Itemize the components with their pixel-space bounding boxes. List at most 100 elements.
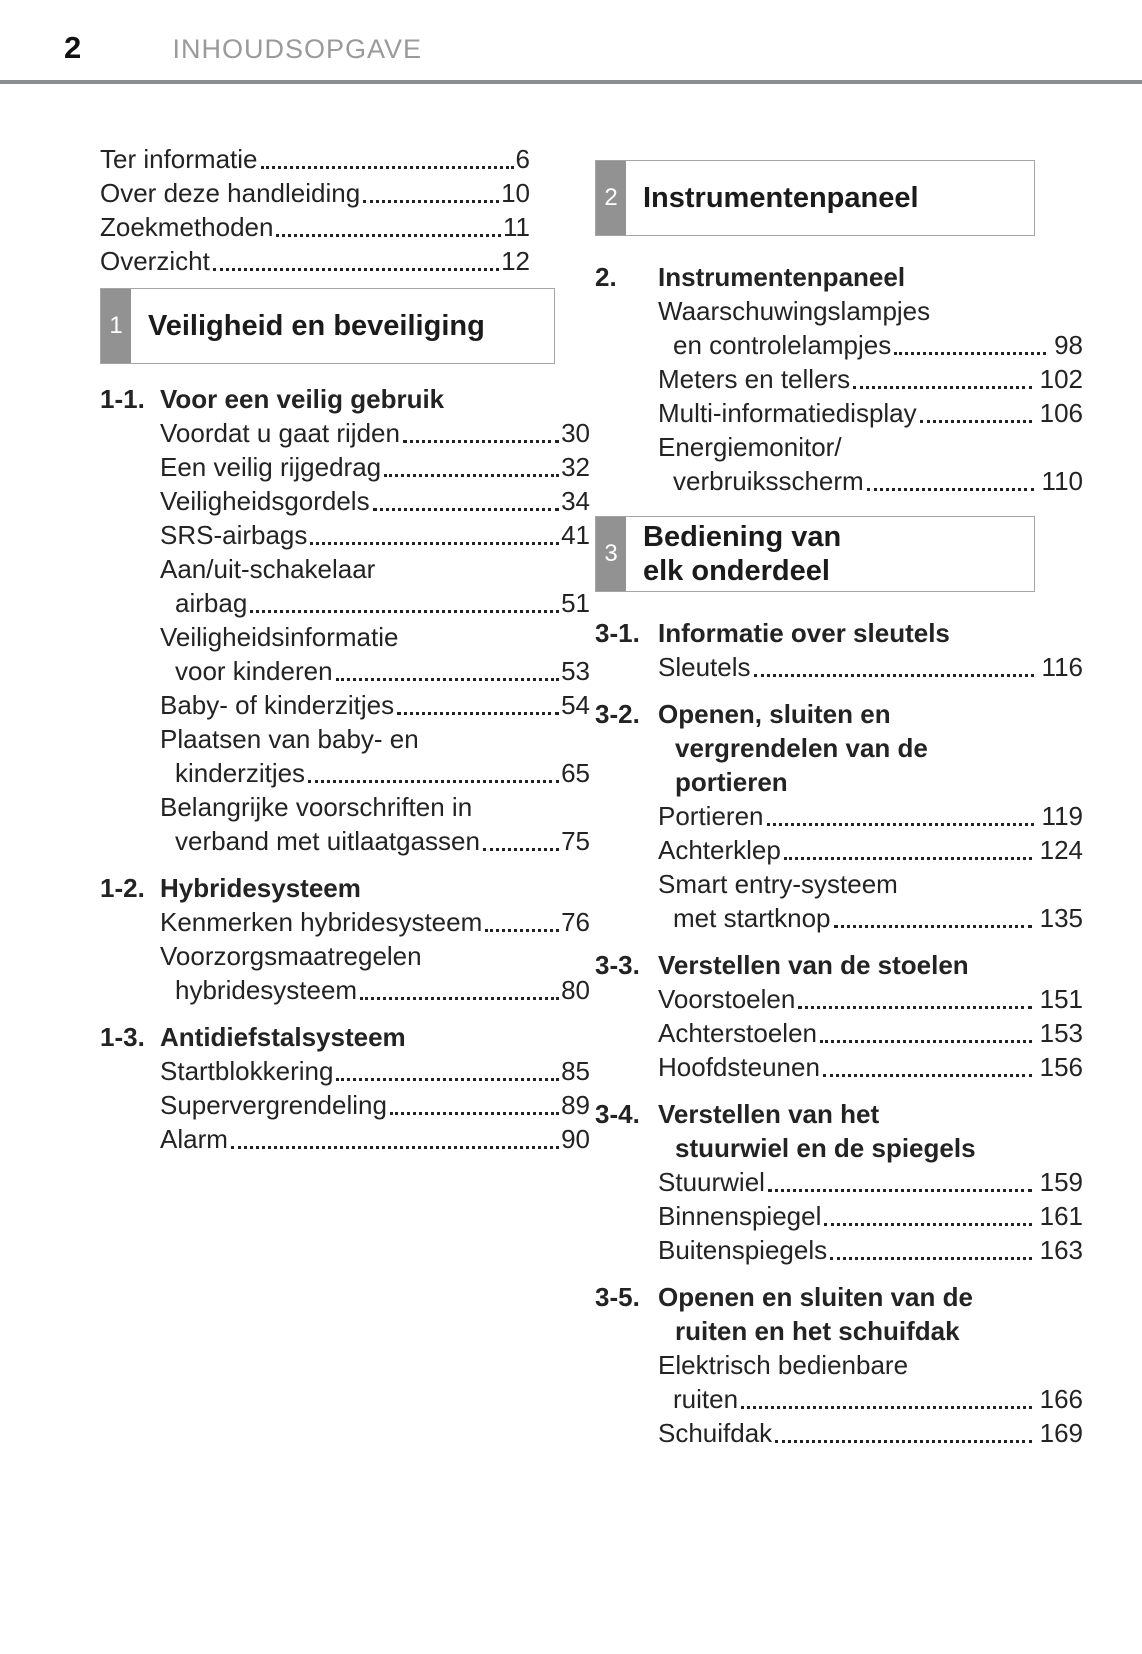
- toc-item-line: Ter informatie 6: [100, 142, 530, 176]
- group-title: Openen en sluiten van de ruiten en het sc…: [658, 1280, 1035, 1348]
- dot-leader: [798, 1006, 1032, 1009]
- group-id: 3-1.: [595, 618, 640, 648]
- toc-item: Smart entry-systeem met startknop 135: [658, 867, 1083, 935]
- toc-item-line: Stuurwiel 159: [658, 1165, 1083, 1199]
- toc-item: Zoekmethoden 11: [100, 210, 555, 244]
- toc-item: Veiligheidsgordels 34: [160, 484, 590, 518]
- dot-leader: [853, 386, 1032, 389]
- page-number: 163: [1039, 1235, 1083, 1265]
- page-number: 80: [561, 975, 590, 1005]
- dot-leader: [830, 1257, 1032, 1260]
- chapter-title: Bediening van elk onderdeel: [626, 517, 1034, 591]
- toc-item-label: Waarschuwingslampjes: [658, 296, 931, 326]
- toc-group: 1-3. Antidiefstalsysteem Startblokkering 85…: [100, 1020, 590, 1156]
- toc-item-label: Elektrisch bedienbare: [658, 1350, 909, 1380]
- toc-item-label: Alarm: [160, 1124, 228, 1154]
- toc-item-line: Achterstoelen 153: [658, 1016, 1083, 1050]
- toc-item-label: Zoekmethoden: [100, 212, 274, 242]
- dot-leader: [822, 1074, 1032, 1077]
- group-items: Portieren 119 Achterklep 124 Smart entry-sys…: [658, 799, 1083, 935]
- dot-leader: [783, 857, 1032, 860]
- toc-item: SRS-airbags 41: [160, 518, 590, 552]
- dot-leader: [212, 268, 500, 271]
- left-sections: 1 Veiligheid en beveiliging 1-1. Voor een v…: [100, 288, 590, 1156]
- toc-item-label: airbag: [175, 588, 248, 618]
- toc-item-label: Smart entry-systeem: [658, 869, 898, 899]
- toc-item-line: Over deze handleiding 10: [100, 176, 530, 210]
- group-items: Sleutels 116: [658, 650, 1083, 684]
- toc-item-line: Meters en tellers 102: [658, 362, 1083, 396]
- dot-leader: [894, 352, 1047, 355]
- chapter-title-line: Bediening van: [643, 521, 842, 553]
- toc-item: Sleutels 116: [658, 650, 1083, 684]
- dot-leader: [866, 488, 1034, 491]
- toc-item-line: Portieren 119: [658, 799, 1083, 833]
- toc-item-label: Schuifdak: [658, 1418, 773, 1448]
- group-title: Verstellen van het stuurwiel en de spiege…: [658, 1097, 1035, 1165]
- chapter-number: 2: [596, 161, 626, 235]
- group-title: Voor een veilig gebruik: [160, 382, 555, 416]
- toc-item-line: Sleutels 116: [658, 650, 1083, 684]
- toc-item-line: airbag 51: [160, 586, 590, 620]
- group-title-line: Openen, sluiten en: [658, 699, 891, 729]
- right-sections: 2 Instrumentenpaneel 2. Instrumentenpaneel W…: [595, 160, 1083, 1450]
- toc-columns: Ter informatie 6 Over deze handleiding 10 Zo…: [0, 84, 1142, 1450]
- group-id: 3-3.: [595, 950, 640, 980]
- page-number: 12: [501, 246, 530, 276]
- group-items: Elektrisch bedienbare ruiten 166 Schuifdak 1…: [658, 1348, 1083, 1450]
- dot-leader: [360, 997, 560, 1000]
- group-title-line: Verstellen van het: [658, 1099, 880, 1129]
- group-title-line: Openen en sluiten van de: [658, 1282, 973, 1312]
- toc-item-line: Voorstoelen 151: [658, 982, 1083, 1016]
- group-items: Waarschuwingslampjes en controlelampjes 98…: [658, 294, 1083, 498]
- toc-group: 3-4. Verstellen van het stuurwiel en de sp…: [595, 1097, 1083, 1267]
- toc-item-label: Voordat u gaat rijden: [160, 418, 400, 448]
- toc-item-label: Supervergrendeling: [160, 1090, 387, 1120]
- toc-item: Alarm 90: [160, 1122, 590, 1156]
- page-number: 110: [1041, 466, 1083, 496]
- toc-item: Over deze handleiding 10: [100, 176, 555, 210]
- toc-item: Aan/uit-schakelaar airbag 51: [160, 552, 590, 620]
- toc-item: Energiemonitor/verbruiksscherm 110: [658, 430, 1083, 498]
- page-number: 32: [561, 452, 590, 482]
- page-number: 102: [1039, 364, 1083, 394]
- toc-item: Hoofdsteunen 156: [658, 1050, 1083, 1084]
- toc-item-line: Schuifdak 169: [658, 1416, 1083, 1450]
- chapter-title: Veiligheid en beveiliging: [131, 289, 554, 363]
- dot-leader: [230, 1146, 560, 1149]
- group-title: Hybridesysteem: [160, 871, 555, 905]
- toc-item-label: kinderzitjes: [175, 758, 306, 788]
- page-number: 75: [561, 826, 590, 856]
- page-number: 41: [561, 520, 590, 550]
- group-id: 1-3.: [100, 1022, 145, 1052]
- group-id: 1-2.: [100, 873, 145, 903]
- chapter-title-line: elk onderdeel: [643, 555, 830, 587]
- toc-item: Stuurwiel 159: [658, 1165, 1083, 1199]
- page-number: 153: [1039, 1018, 1083, 1048]
- group-items: Stuurwiel 159 Binnenspiegel 161 Buitenspiege…: [658, 1165, 1083, 1267]
- toc-section: 2 Instrumentenpaneel 2. Instrumentenpaneel W…: [595, 160, 1083, 498]
- toc-group-heading: 3-1. Informatie over sleutels: [595, 616, 1035, 650]
- toc-item-label: ruiten: [673, 1384, 739, 1414]
- dot-leader: [276, 234, 501, 237]
- toc-item: Voorstoelen 151: [658, 982, 1083, 1016]
- group-title: Antidiefstalsysteem: [160, 1020, 555, 1054]
- dot-leader: [372, 508, 560, 511]
- toc-item-label: Stuurwiel: [658, 1167, 765, 1197]
- toc-item: Supervergrendeling 89: [160, 1088, 590, 1122]
- toc-item-label: SRS-airbags: [160, 520, 308, 550]
- group-id: 3-5.: [595, 1282, 640, 1312]
- toc-group: 2. Instrumentenpaneel Waarschuwingslampjes…: [595, 260, 1083, 498]
- chapter-number: 3: [596, 517, 626, 591]
- page-number: 10: [501, 178, 530, 208]
- toc-item: Schuifdak 169: [658, 1416, 1083, 1450]
- group-items: Startblokkering 85 Supervergrendeling 89 Ala…: [160, 1054, 590, 1156]
- page-number: 65: [561, 758, 590, 788]
- page-number: 90: [561, 1124, 590, 1154]
- dot-leader: [336, 1078, 560, 1081]
- toc-item-label: Veiligheidsgordels: [160, 486, 370, 516]
- toc-item-line: Overzicht 12: [100, 244, 530, 278]
- toc-group: 1-1. Voor een veilig gebruik Voordat u gaa…: [100, 382, 590, 858]
- group-items: Kenmerken hybridesysteem 76 Voorzorgsmaatr…: [160, 905, 590, 1007]
- toc-group: 3-1. Informatie over sleutels Sleutels 116: [595, 616, 1083, 684]
